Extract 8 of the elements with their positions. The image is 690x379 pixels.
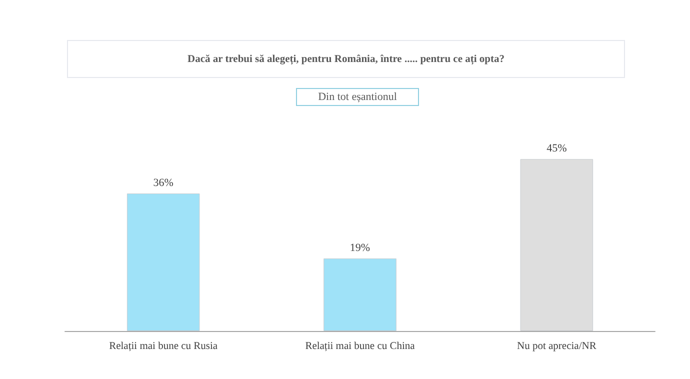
x-tick-label: Nu pot aprecia/NR [517,341,596,352]
x-tick-label: Relații mai bune cu Rusia [109,341,218,352]
chart-subtitle: Din tot eșantionul [296,88,419,106]
data-label: 45% [546,142,567,155]
data-label: 36% [153,176,174,189]
data-label: 19% [350,242,370,254]
x-tick-label: Relații mai bune cu China [305,341,416,352]
chart-title: Dacă ar trebui să alegeți, pentru România, între ..... pentru ce ați opta? [67,40,625,78]
